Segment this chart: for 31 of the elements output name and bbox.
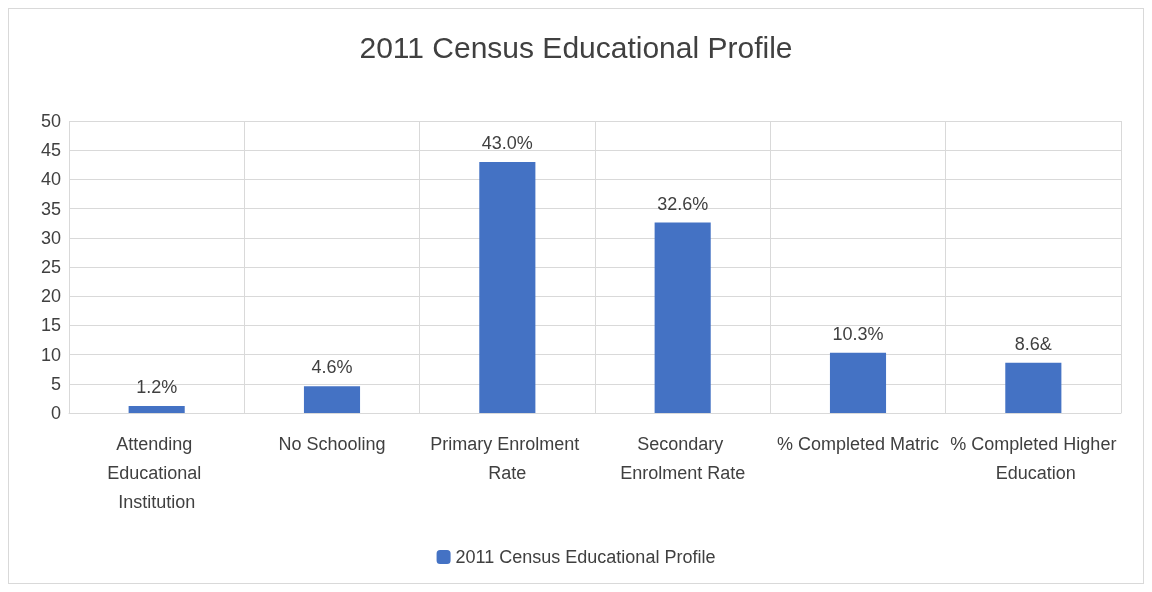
y-tick-label: 40 [40,169,61,190]
x-tick-label: % Completed Matric [776,433,940,454]
legend-label: 2011 Census Educational Profile [455,547,716,567]
data-label: 1.2% [136,376,178,397]
data-label: 4.6% [311,357,353,378]
y-tick-label: 5 [50,373,61,394]
y-tick-label: 50 [40,111,61,131]
y-tick-label: 30 [40,227,61,248]
bar [829,352,887,413]
x-tick-label: Attending Educational Institution [107,433,207,512]
y-tick-label: 0 [50,403,61,423]
bar [128,405,185,413]
y-tick-label: 10 [40,344,61,365]
bar [479,161,536,413]
data-label: 10.3% [832,323,884,344]
y-tick-label: 25 [40,257,61,277]
data-label: 8.6& [1014,333,1052,354]
y-tick-label: 45 [40,140,61,161]
x-tick-label: No Schooling [278,433,386,454]
y-tick-label: 15 [40,315,61,336]
data-label: 43.0% [481,132,533,153]
y-tick-label: 35 [40,198,61,219]
bar [303,386,361,413]
bar [654,222,711,413]
chart-title: 2011 Census Educational Profile [359,30,793,64]
x-tick-label: % Completed Higher Education [950,433,1117,483]
bar [1005,362,1062,413]
y-tick-label: 20 [40,286,61,307]
data-label: 32.6% [657,193,709,214]
x-tick-label: Primary Enrolment Rate [430,433,585,483]
x-tick-label: Secondary Enrolment Rate [620,433,746,483]
